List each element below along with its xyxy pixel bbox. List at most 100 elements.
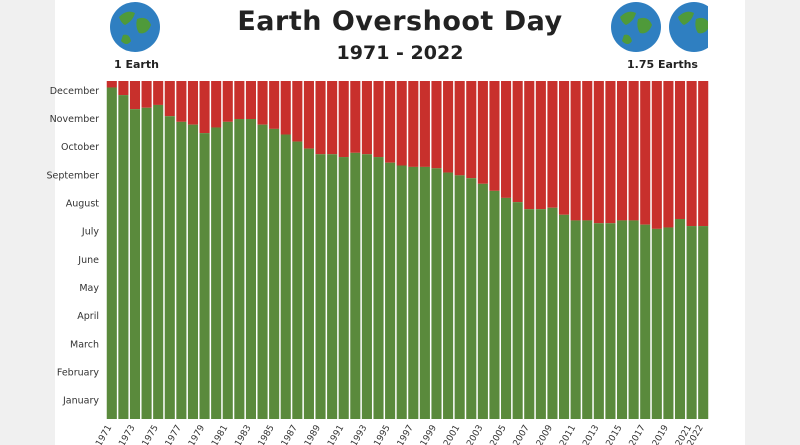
year-label-1991: 1991	[326, 424, 346, 445]
year-label-2001: 2001	[442, 424, 462, 445]
overshoot-bar-1996	[396, 81, 407, 166]
month-label-november: November	[50, 114, 100, 125]
year-label-1979: 1979	[187, 423, 207, 445]
pre-overshoot-bar-1974	[141, 107, 152, 419]
month-label-december: December	[50, 86, 99, 97]
pre-overshoot-bar-1980	[211, 127, 222, 419]
pre-overshoot-bar-1987	[292, 141, 303, 419]
overshoot-bar-2012	[582, 81, 593, 221]
earth-globe-icon-right-2	[669, 2, 708, 52]
pre-overshoot-bar-1991	[338, 157, 349, 420]
overshoot-bar-2013	[593, 81, 604, 224]
overshoot-bar-1981	[222, 81, 233, 122]
overshoot-bar-2018	[651, 81, 662, 229]
month-label-march: March	[70, 339, 99, 350]
pre-overshoot-bar-1973	[129, 109, 141, 420]
overshoot-bar-2007	[524, 81, 535, 210]
bars-group	[106, 81, 709, 420]
pre-overshoot-bar-1975	[153, 104, 164, 420]
pre-overshoot-bar-1985	[269, 128, 280, 419]
pre-overshoot-bar-2004	[489, 190, 500, 419]
pre-overshoot-bar-1984	[257, 124, 268, 420]
overshoot-bar-2015	[616, 81, 628, 221]
pre-overshoot-bar-1981	[222, 121, 233, 419]
overshoot-bar-1982	[234, 81, 245, 120]
overshoot-bar-1974	[141, 81, 152, 108]
overshoot-bar-2022	[698, 81, 709, 227]
pre-overshoot-bar-2013	[593, 223, 604, 419]
year-label-1985: 1985	[257, 424, 277, 445]
pre-overshoot-bar-1995	[385, 162, 396, 419]
overshoot-bar-1993	[361, 81, 372, 155]
pre-overshoot-bar-1986	[280, 134, 291, 419]
overshoot-bar-1988	[303, 81, 314, 149]
earth-globe-icon-right-1	[611, 2, 661, 52]
overshoot-bar-2001	[454, 81, 465, 176]
overshoot-bar-1980	[211, 81, 222, 128]
month-label-february: February	[57, 368, 99, 379]
pre-overshoot-bar-1976	[164, 116, 175, 419]
pre-overshoot-bar-2017	[640, 224, 651, 419]
overshoot-bar-2003	[477, 81, 488, 184]
overshoot-bar-1979	[199, 81, 210, 134]
pre-overshoot-bar-2019	[663, 227, 674, 419]
overshoot-bar-2017	[640, 81, 651, 225]
overshoot-bar-2000	[443, 81, 454, 173]
pre-overshoot-bar-2005	[501, 197, 512, 419]
year-label-2011: 2011	[558, 424, 578, 445]
pre-overshoot-bar-1979	[199, 133, 210, 419]
overshoot-bar-2020	[674, 81, 686, 220]
overshoot-bar-2014	[605, 81, 616, 224]
earth-globe-icon-left	[110, 2, 160, 52]
year-label-1999: 1999	[419, 423, 439, 445]
month-label-january: January	[62, 396, 99, 407]
overshoot-bar-2016	[628, 81, 639, 221]
overshoot-bar-2002	[466, 81, 477, 179]
pre-overshoot-bar-1998	[419, 166, 430, 419]
year-label-2005: 2005	[489, 424, 509, 445]
pre-overshoot-bar-1982	[234, 119, 245, 420]
overshoot-bar-1975	[153, 81, 164, 105]
overshoot-bar-1997	[408, 81, 419, 167]
year-label-1977: 1977	[164, 424, 184, 445]
overshoot-bar-2006	[512, 81, 523, 203]
overshoot-bar-2021	[686, 81, 697, 227]
pre-overshoot-bar-2008	[535, 209, 546, 419]
overshoot-bar-1991	[338, 81, 349, 158]
pre-overshoot-bar-2012	[582, 220, 593, 419]
overshoot-bar-1994	[373, 81, 384, 158]
overshoot-bar-1978	[187, 81, 199, 125]
pre-overshoot-bar-1988	[303, 148, 314, 419]
year-label-2003: 2003	[465, 424, 485, 445]
overshoot-bar-2005	[501, 81, 512, 198]
pre-overshoot-bar-2010	[559, 214, 570, 419]
overshoot-bar-1977	[176, 81, 187, 122]
one-earth-label: 1 Earth	[114, 58, 159, 71]
year-label-1989: 1989	[303, 423, 323, 445]
year-label-1981: 1981	[210, 424, 230, 445]
overshoot-bar-1995	[385, 81, 396, 163]
pre-overshoot-bar-2020	[674, 219, 686, 419]
year-tick-labels: 1971 1973 1975 1977 1979 1981 1983 1985 1987 1989…	[94, 423, 706, 445]
overshoot-bar-1999	[431, 81, 442, 169]
pre-overshoot-bar-1983	[245, 119, 256, 420]
month-label-april: April	[77, 311, 99, 322]
overshoot-bar-1983	[245, 81, 256, 120]
overshoot-bar-2010	[559, 81, 570, 215]
chart-title: Earth Overshoot Day	[237, 6, 563, 37]
pre-overshoot-bar-2003	[477, 183, 488, 419]
pre-overshoot-bar-1993	[361, 154, 372, 419]
pre-overshoot-bar-2001	[454, 175, 465, 419]
year-label-1995: 1995	[373, 424, 393, 445]
pre-overshoot-bar-1996	[396, 165, 407, 419]
pre-overshoot-bar-2000	[443, 172, 454, 419]
overshoot-bar-1984	[257, 81, 268, 125]
overshoot-bar-2019	[663, 81, 674, 228]
overshoot-bar-1973	[129, 81, 141, 110]
overshoot-bar-2004	[489, 81, 500, 191]
pre-overshoot-bar-1992	[350, 152, 361, 419]
overshoot-bar-1971	[106, 81, 117, 88]
overshoot-bar-1989	[315, 81, 326, 155]
pre-overshoot-bar-2011	[570, 220, 581, 419]
